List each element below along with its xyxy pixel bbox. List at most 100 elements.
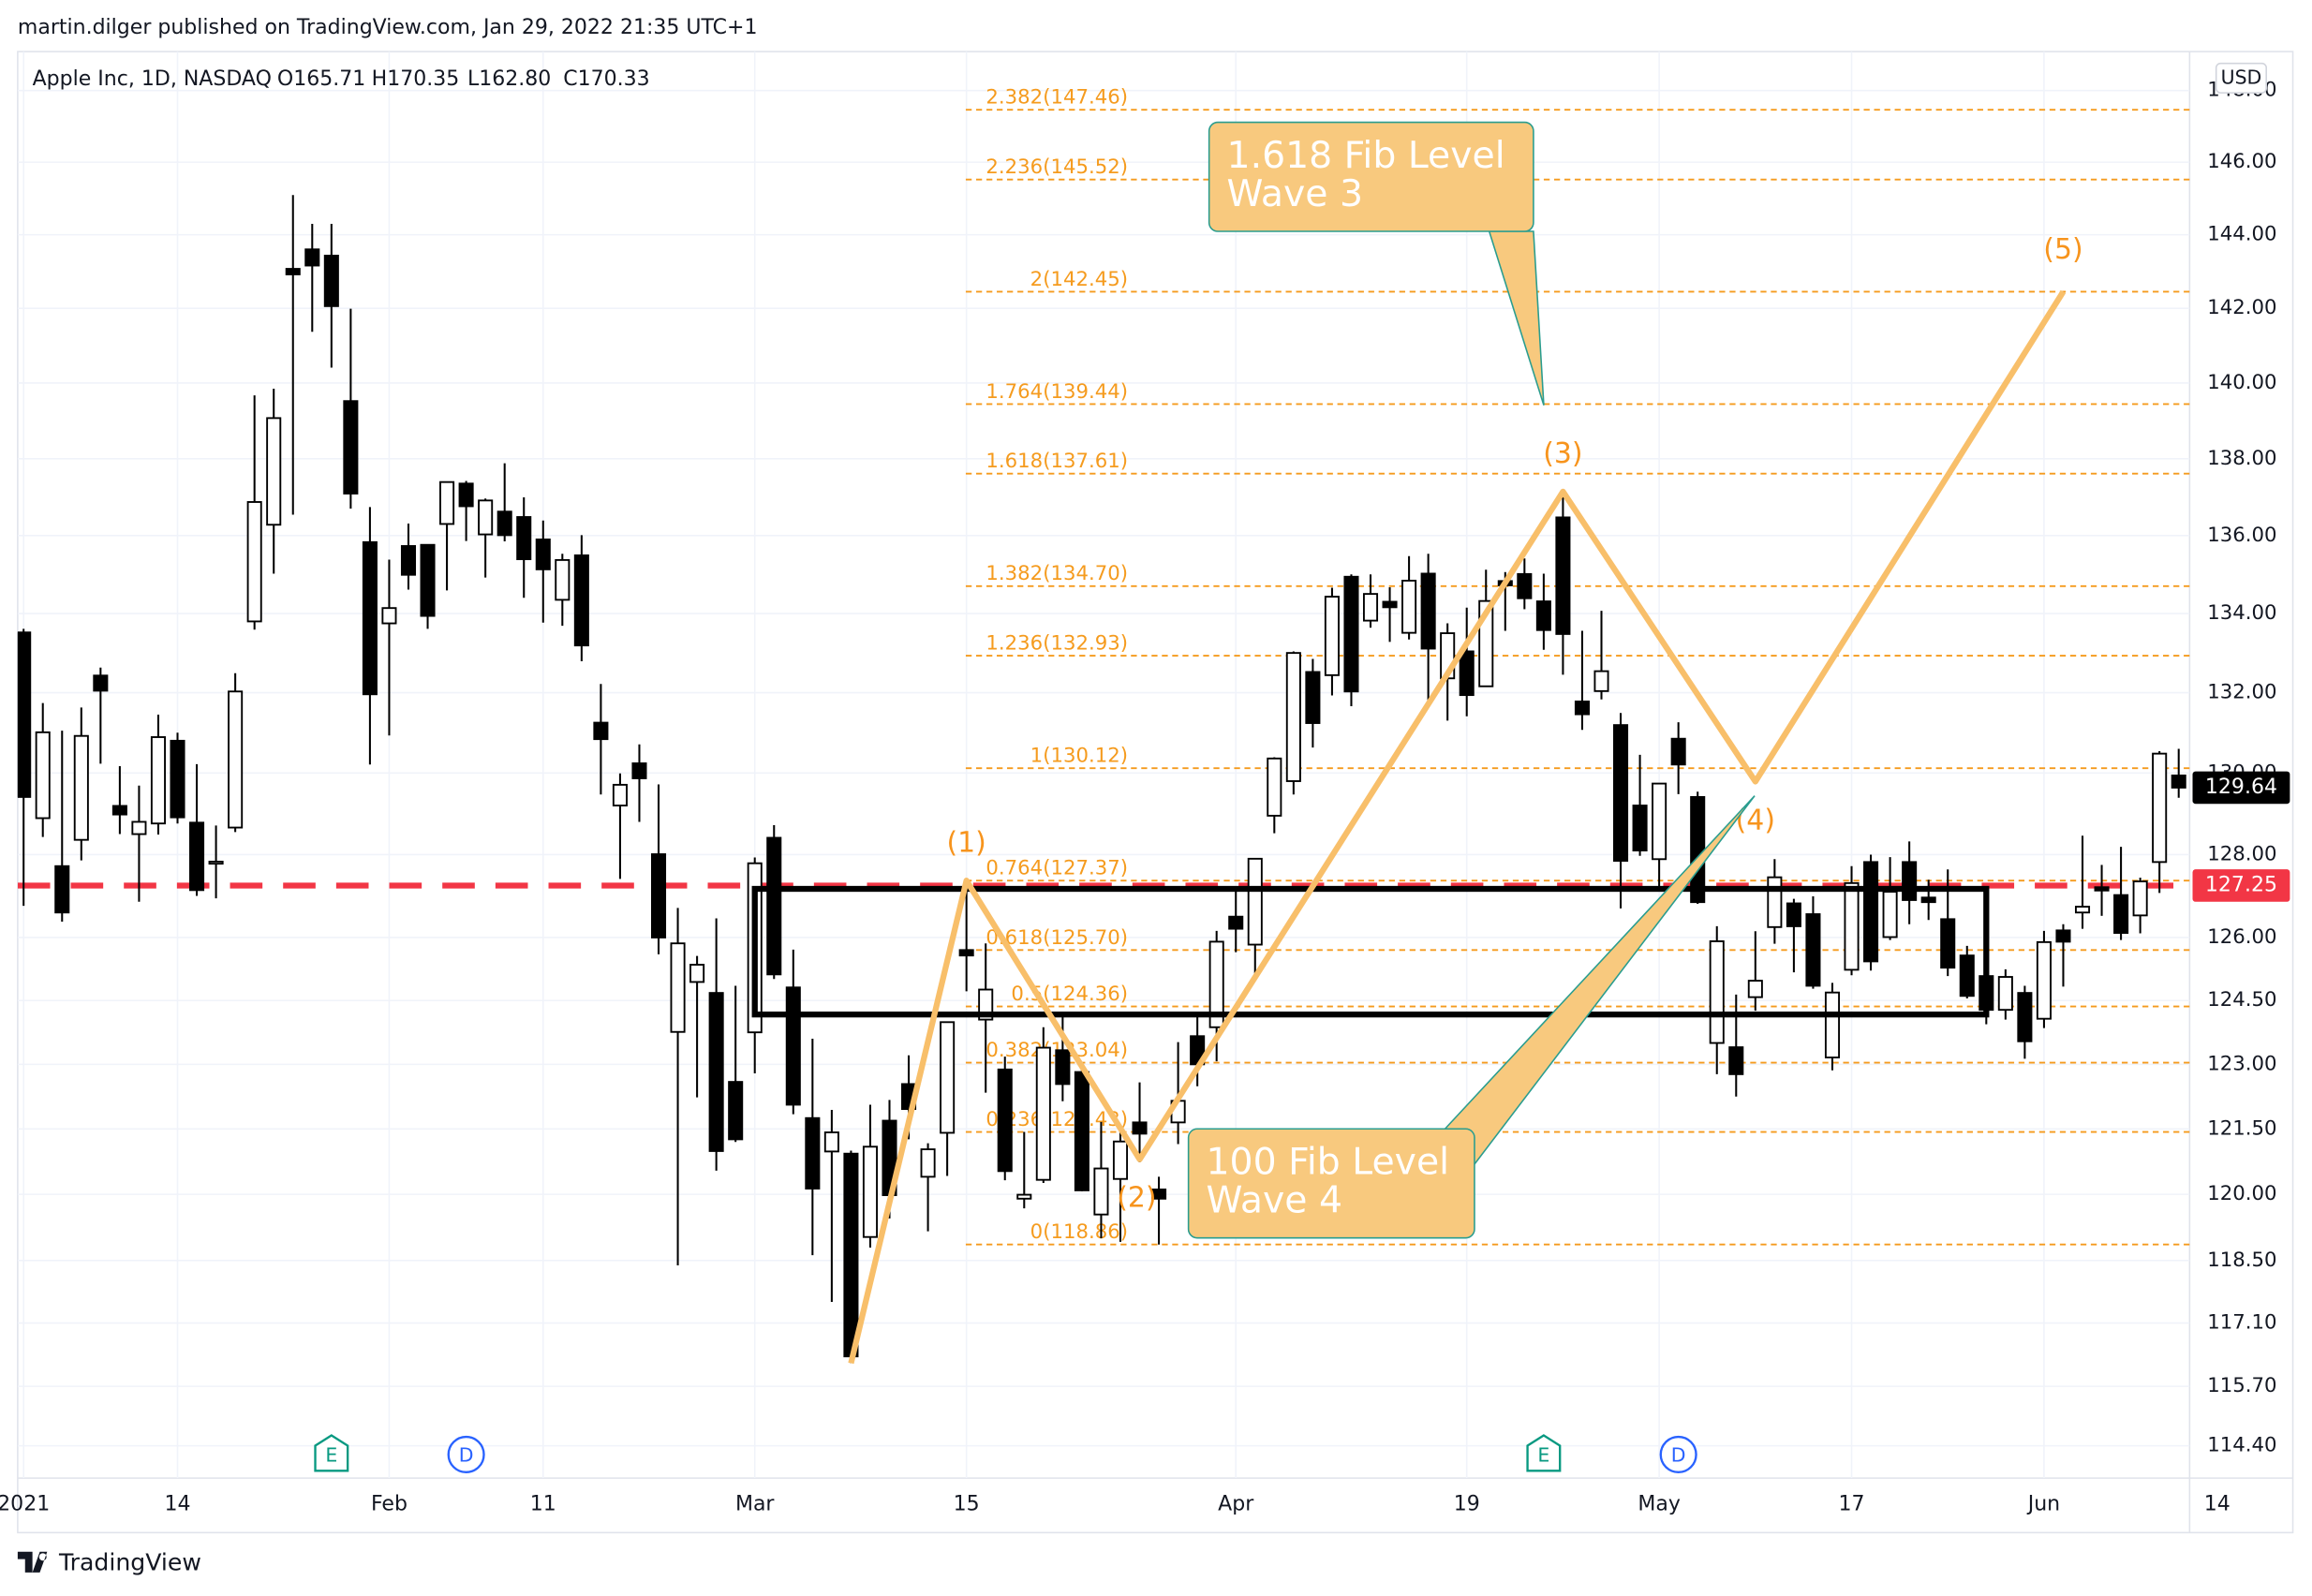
candle-body (170, 739, 185, 819)
candle-body (246, 501, 262, 623)
y-tick-label: 138.00 (2207, 447, 2276, 470)
candle-body (150, 736, 166, 825)
y-tick-label: 136.00 (2207, 524, 2276, 547)
candle-body (1824, 991, 1841, 1058)
candle-body (1305, 671, 1321, 724)
fib-label: 0(118.86) (1030, 1220, 1128, 1244)
x-tick-label: 14 (164, 1492, 190, 1515)
candle-body (381, 607, 397, 625)
legend-ohlc: H170.35 (372, 67, 460, 91)
candle-body (1940, 918, 1956, 969)
fib-levels: 2.382(147.46) 2.236(145.52) 2(142.45) 1.764… (965, 86, 2190, 1246)
event-label: E (1537, 1444, 1549, 1467)
candle-body (1652, 782, 1667, 861)
candle-body (1844, 881, 1860, 971)
candle-body (1074, 1071, 1089, 1191)
x-tick-label: 11 (530, 1492, 556, 1515)
callout-text: 1.618 Fib Level (1227, 134, 1505, 177)
candle-body (862, 1145, 878, 1238)
y-tick-label: 123.00 (2207, 1052, 2276, 1075)
candle-body (1362, 593, 1379, 622)
candle-body (1285, 652, 1301, 782)
y-tick-label: 144.00 (2207, 223, 2276, 246)
fib-label: 2.236(145.52) (986, 155, 1128, 179)
candle-body (670, 942, 686, 1033)
candle-body (323, 254, 339, 307)
event-icon (1526, 1434, 1562, 1472)
plot-area: 2.382(147.46) 2.236(145.52) 2(142.45) 1.764… (17, 86, 2190, 1365)
candle-body (1132, 1121, 1148, 1135)
candle-body (208, 860, 224, 865)
x-tick-label: 15 (954, 1492, 980, 1515)
candle-body (555, 558, 571, 601)
y-tick-label: 142.00 (2207, 296, 2276, 319)
x-tick-label: Mar (735, 1492, 775, 1515)
candle-body (1882, 891, 1898, 938)
candle-body (54, 864, 70, 914)
x-tick-label: May (1638, 1492, 1681, 1515)
candle-body (362, 540, 378, 696)
candle-body (1997, 976, 2013, 1012)
candle-body (1208, 940, 1224, 1028)
wave-label: (1) (946, 826, 986, 859)
candle-body (93, 674, 109, 692)
y-tick-label: 115.70 (2207, 1374, 2276, 1397)
candle-body (708, 992, 724, 1152)
x-tick-label: 2021 (0, 1492, 50, 1515)
x-tick-label: Apr (1218, 1492, 1254, 1515)
symbol: Apple Inc, 1D, NASDAQ (33, 67, 272, 91)
candle-body (2171, 774, 2186, 789)
x-tick-label: Feb (371, 1492, 408, 1515)
candle-body (1382, 600, 1398, 609)
fib-label: 2.382(147.46) (986, 86, 1128, 110)
axes: 114.40 115.70 117.10 118.50 120.00 121.50 123.… (0, 79, 2290, 1515)
candle-body (1535, 600, 1551, 631)
candle-body (1959, 954, 1975, 998)
callout-text: Wave 3 (1227, 172, 1363, 215)
candle-body (2055, 929, 2071, 943)
candle-body (1016, 1193, 1032, 1200)
y-tick-label: 121.50 (2207, 1116, 2276, 1140)
x-tick-label: Jun (2026, 1492, 2060, 1515)
candle-body (1228, 915, 1244, 930)
candle-body (2152, 752, 2168, 864)
candle-body (131, 820, 147, 835)
y-tick-label: 117.10 (2207, 1311, 2276, 1335)
reference-price: 127.25 (2205, 873, 2277, 896)
candle-body (940, 1021, 956, 1134)
y-tick-label: 118.50 (2207, 1249, 2276, 1272)
candle-body (1324, 596, 1340, 676)
fib-label: 1(130.12) (1030, 745, 1128, 768)
candle-body (1517, 572, 1533, 599)
candle-body (458, 482, 474, 508)
candle-body (728, 1081, 744, 1141)
y-tick-label: 120.00 (2207, 1182, 2276, 1205)
x-tick-label: 19 (1454, 1492, 1480, 1515)
callout-text: 100 Fib Level (1207, 1140, 1450, 1183)
x-tick-label: 14 (2204, 1492, 2230, 1515)
candle-body (2132, 880, 2148, 917)
candle-body (189, 821, 205, 892)
candle-body (35, 731, 51, 820)
candle-body (631, 762, 647, 779)
wave-label: (3) (1543, 437, 1582, 470)
candle-body (285, 268, 301, 275)
candle-body (1920, 896, 1936, 904)
event-icon (314, 1434, 349, 1472)
candle-body (2074, 906, 2091, 914)
candle-body (1786, 902, 1801, 927)
event-icon (447, 1435, 485, 1474)
candle-body (478, 499, 494, 536)
candle-body (535, 538, 551, 570)
candle-body (1035, 1046, 1051, 1181)
currency-box[interactable] (2215, 62, 2267, 94)
candle-body (2113, 894, 2129, 934)
candle-body (1093, 1167, 1109, 1216)
candle-body (1593, 670, 1609, 692)
event-icon (1659, 1435, 1697, 1474)
candle-body (1343, 575, 1359, 693)
